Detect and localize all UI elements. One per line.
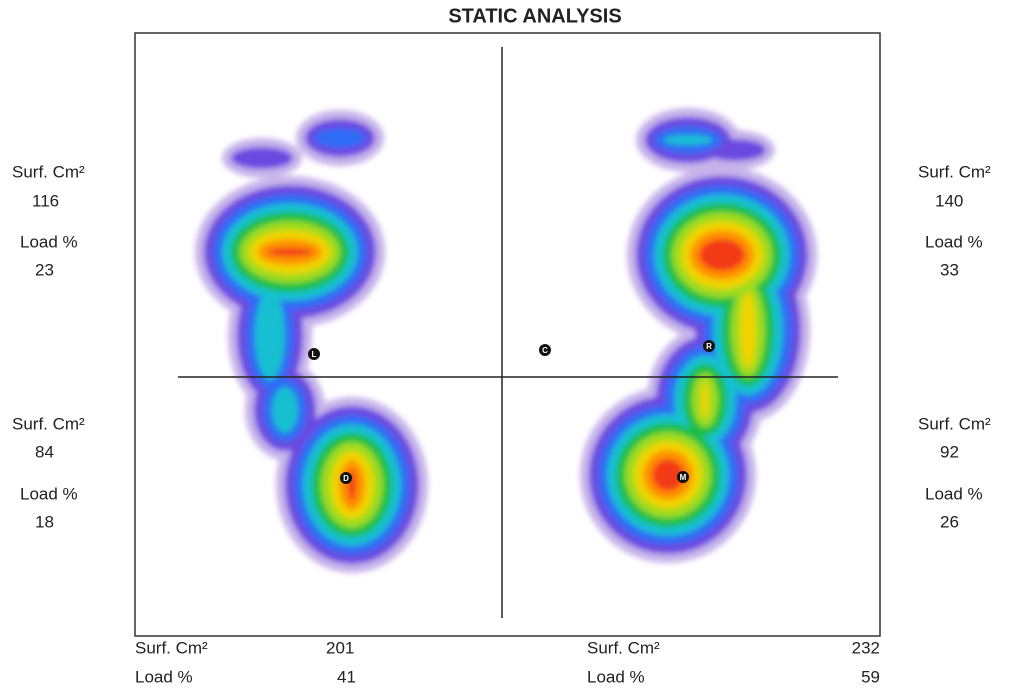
value: 201 <box>326 638 354 657</box>
pressure-layer <box>255 290 285 380</box>
marker-label: R <box>706 342 712 351</box>
value: 232 <box>852 638 880 657</box>
marker-label: D <box>343 474 349 483</box>
label: Surf. Cm² <box>12 162 85 181</box>
marker-label: M <box>680 473 687 482</box>
label: Load % <box>925 232 983 251</box>
value: 140 <box>935 191 963 210</box>
value: 92 <box>940 442 959 461</box>
marker-label: C <box>542 346 548 355</box>
value: 23 <box>35 260 54 279</box>
pressure-layer <box>314 128 366 148</box>
pressure-layer <box>699 239 745 271</box>
value: 116 <box>32 191 59 210</box>
label: Load % <box>587 667 645 686</box>
value: 84 <box>35 442 54 461</box>
label: Surf. Cm² <box>135 638 208 657</box>
marker-label: L <box>312 350 317 359</box>
label: Surf. Cm² <box>12 414 85 433</box>
label: Surf. Cm² <box>918 162 991 181</box>
label: Surf. Cm² <box>587 638 660 657</box>
label: Load % <box>925 484 983 503</box>
pressure-layer <box>740 292 756 368</box>
pressure-layer <box>663 135 713 145</box>
title: STATIC ANALYSIS <box>448 5 621 27</box>
label: Load % <box>20 232 78 251</box>
report: STATIC ANALYSIS L D C R M Surf. Cm² 116 Load… <box>0 0 1022 695</box>
pressure-layer <box>272 387 298 433</box>
pressure-map <box>195 108 817 573</box>
value: 18 <box>35 512 54 531</box>
pressure-layer <box>231 147 293 169</box>
label: Load % <box>20 484 78 503</box>
value: 33 <box>940 260 959 279</box>
label: Load % <box>135 667 193 686</box>
value: 59 <box>861 667 880 686</box>
label: Surf. Cm² <box>918 414 991 433</box>
pressure-layer <box>701 382 709 418</box>
pressure-layer <box>267 248 313 256</box>
value: 41 <box>337 667 356 686</box>
value: 26 <box>940 512 959 531</box>
